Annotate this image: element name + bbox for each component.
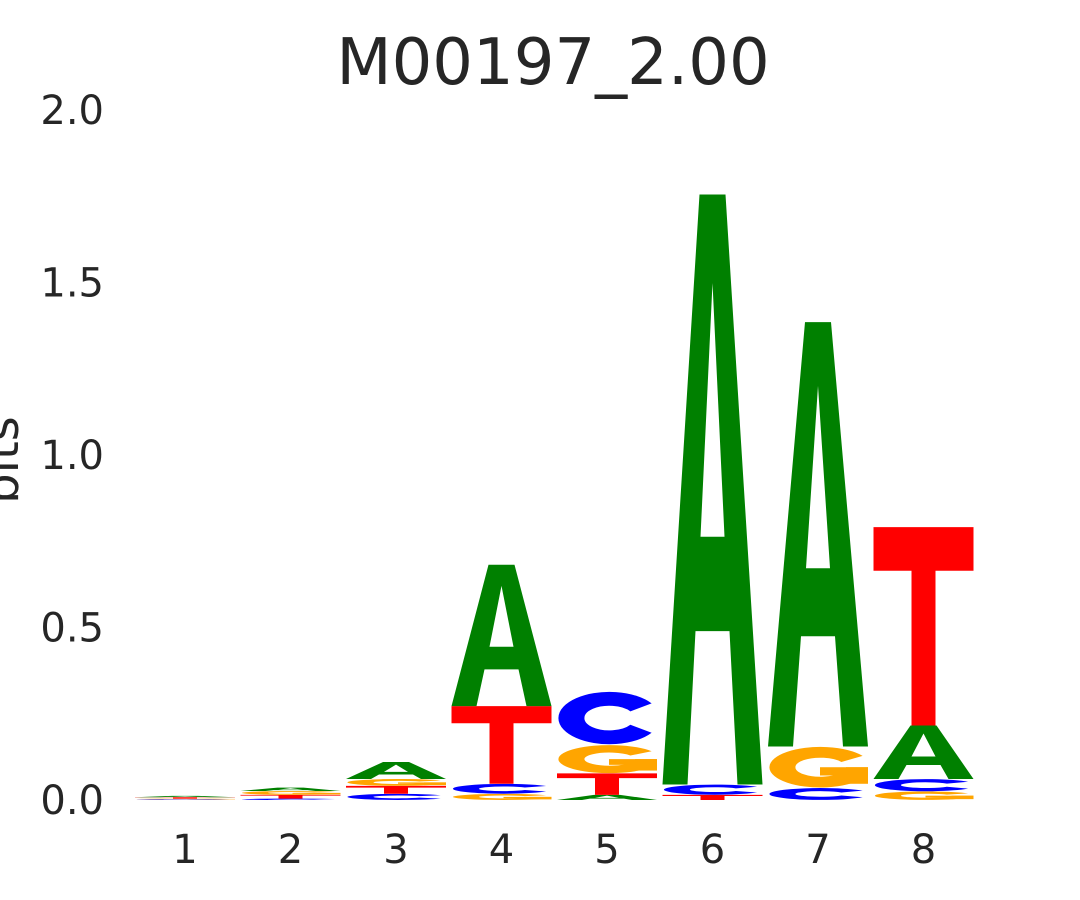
letter-C-mark (558, 691, 652, 745)
x-tick-label: 7 (805, 827, 830, 873)
letter-G-mark (875, 791, 974, 800)
x-tick-label: 6 (700, 827, 725, 873)
x-axis: 1 2 3 4 5 6 7 8 (172, 827, 936, 873)
letter-T-mark (873, 527, 974, 726)
letter-G-mark (769, 746, 868, 788)
letter-A-mark (873, 725, 974, 779)
letter-C-mark (875, 779, 969, 792)
x-tick-label: 4 (489, 827, 514, 873)
x-tick-label: 3 (383, 827, 408, 873)
letter-C-mark (242, 798, 336, 800)
x-tick-label: 5 (594, 827, 619, 873)
chart-title: M00197_2.00 (336, 26, 769, 100)
letter-C-mark (347, 793, 441, 800)
letter-T-mark (451, 706, 552, 784)
logo-column (451, 564, 552, 800)
letter-G-mark (149, 799, 235, 800)
letter-T-mark (557, 773, 657, 795)
letter-C-mark (769, 788, 863, 800)
letter-T-mark (240, 794, 341, 799)
y-tick-label: 1.5 (40, 261, 104, 307)
letter-G-mark (242, 791, 341, 795)
logo-column (662, 194, 763, 800)
letter-G-mark (347, 779, 446, 786)
y-tick-label: 1.0 (40, 433, 104, 479)
letter-A-mark (662, 194, 763, 785)
y-axis: 0.0 0.5 1.0 1.5 2.0 (40, 88, 104, 824)
x-tick-label: 1 (172, 827, 197, 873)
letter-A-mark (451, 564, 552, 707)
logo-column (346, 762, 446, 800)
logo-column (873, 527, 974, 800)
letter-G-mark (453, 793, 552, 800)
letter-G-mark (558, 745, 657, 774)
logo-column (768, 322, 868, 800)
y-axis-label: bits (0, 416, 30, 504)
letter-A-mark (346, 762, 446, 779)
y-tick-label: 0.0 (40, 778, 104, 824)
logo-column (240, 787, 341, 800)
letter-A-mark (135, 795, 235, 798)
logo-letters (135, 194, 974, 800)
letter-C-mark (453, 783, 547, 794)
letter-T-mark (662, 794, 763, 800)
logo-column (557, 691, 657, 800)
letter-T-mark (346, 785, 446, 794)
letter-A-mark (768, 322, 868, 747)
letter-C-mark (664, 784, 758, 795)
x-tick-label: 2 (278, 827, 303, 873)
logo-column (135, 796, 235, 800)
y-tick-label: 0.5 (40, 606, 104, 652)
letter-A-mark (240, 787, 341, 792)
y-tick-label: 2.0 (40, 88, 104, 134)
letter-T-mark (135, 797, 235, 799)
letter-A-mark (557, 794, 657, 800)
x-tick-label: 8 (911, 827, 936, 873)
